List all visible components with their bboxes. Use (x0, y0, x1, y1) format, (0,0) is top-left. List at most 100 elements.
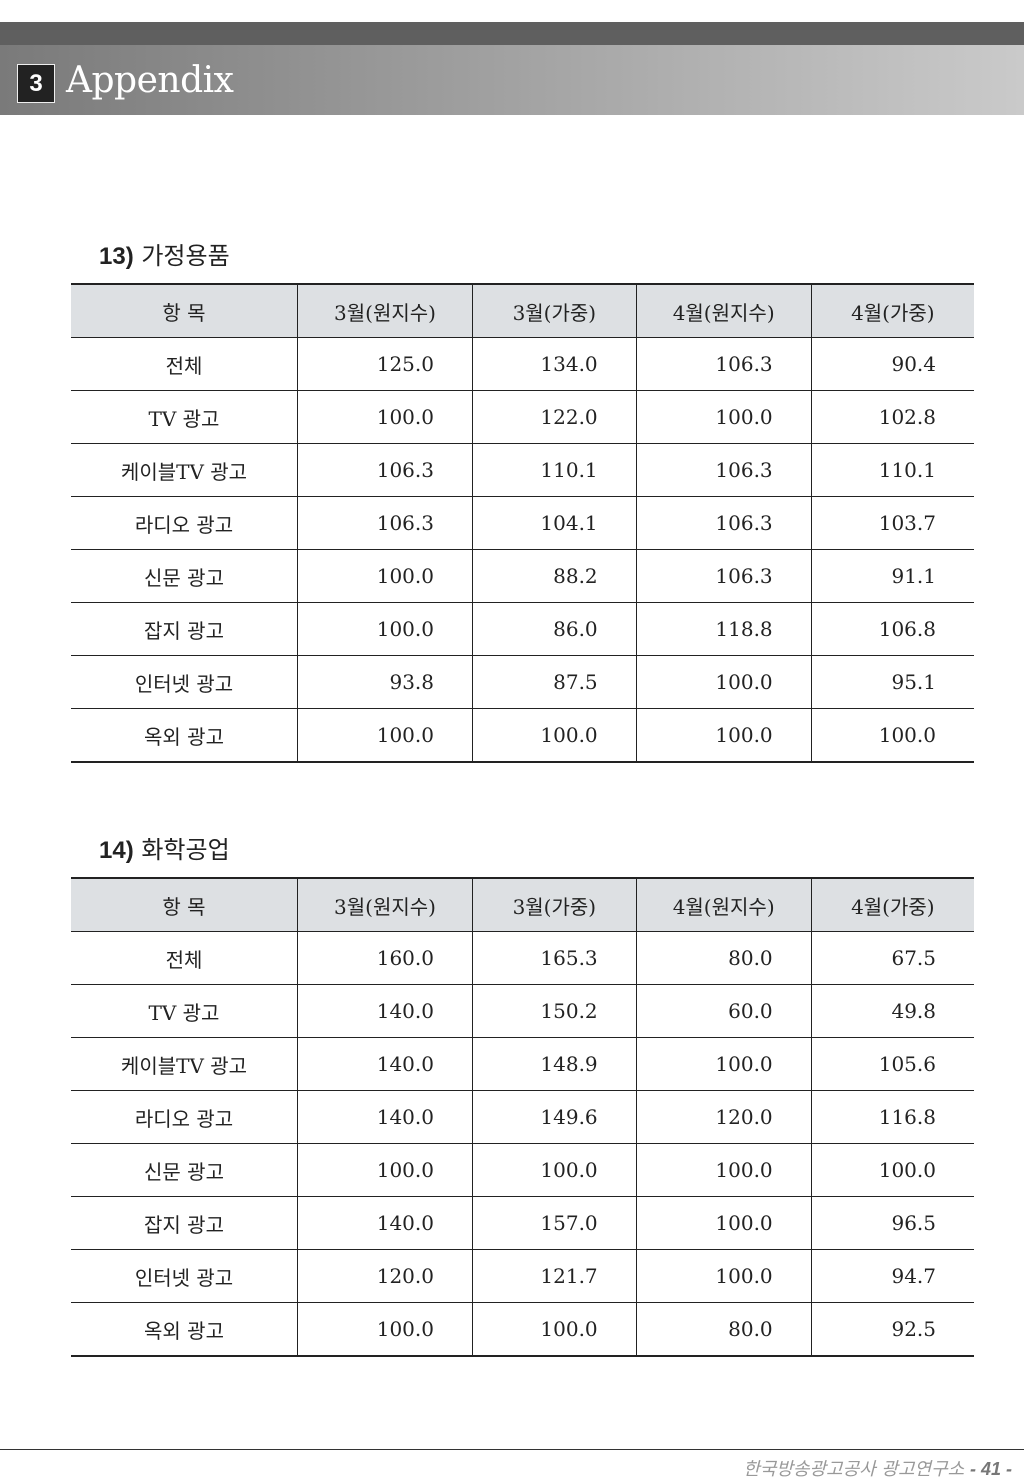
value-cell: 100.0 (635, 390, 812, 444)
column-header: 항 목 (71, 877, 298, 932)
value-cell: 100.0 (635, 1196, 812, 1250)
value-cell: 80.0 (635, 931, 812, 985)
section-number: 3 (17, 64, 55, 103)
value-cell: 100.0 (635, 708, 812, 763)
value-cell: 88.2 (472, 549, 637, 603)
item-cell: TV 광고 (71, 390, 298, 444)
table-row: 인터넷 광고 120.0 121.7 100.0 94.7 (71, 1249, 974, 1303)
table-row: 잡지 광고 140.0 157.0 100.0 96.5 (71, 1196, 974, 1250)
value-cell: 150.2 (472, 984, 637, 1038)
item-cell: 신문 광고 (71, 1143, 298, 1197)
value-cell: 149.6 (472, 1090, 637, 1144)
item-cell: 라디오 광고 (71, 1090, 298, 1144)
table-row: 케이블TV 광고 106.3 110.1 106.3 110.1 (71, 443, 974, 497)
subsection-name: 화학공업 (141, 836, 230, 864)
item-cell: 전체 (71, 931, 298, 985)
value-cell: 140.0 (297, 1037, 473, 1091)
value-cell: 60.0 (635, 984, 812, 1038)
column-header: 4월(원지수) (635, 283, 812, 338)
subsection-title: 14) 화학공업 (99, 830, 230, 865)
column-header: 4월(가중) (810, 877, 974, 932)
header-row: 항 목 3월(원지수) 3월(가중) 4월(원지수) 4월(가중) (71, 877, 974, 932)
item-cell: TV 광고 (71, 984, 298, 1038)
value-cell: 105.6 (810, 1037, 974, 1091)
value-cell: 120.0 (635, 1090, 812, 1144)
column-header: 3월(원지수) (297, 877, 473, 932)
value-cell: 106.3 (297, 443, 473, 497)
item-cell: 옥외 광고 (71, 1302, 298, 1357)
value-cell: 100.0 (810, 1143, 974, 1197)
value-cell: 106.3 (635, 549, 812, 603)
value-cell: 100.0 (635, 1143, 812, 1197)
item-cell: 옥외 광고 (71, 708, 298, 763)
value-cell: 106.3 (297, 496, 473, 550)
value-cell: 91.1 (810, 549, 974, 603)
table-row: 인터넷 광고 93.8 87.5 100.0 95.1 (71, 655, 974, 709)
value-cell: 165.3 (472, 931, 637, 985)
value-cell: 103.7 (810, 496, 974, 550)
value-cell: 122.0 (472, 390, 637, 444)
value-cell: 120.0 (297, 1249, 473, 1303)
value-cell: 100.0 (297, 708, 473, 763)
column-header: 항 목 (71, 283, 298, 338)
subsection-name: 가정용품 (141, 242, 230, 270)
value-cell: 134.0 (472, 337, 637, 391)
data-table: 항 목 3월(원지수) 3월(가중) 4월(원지수) 4월(가중) 전체 160.0 165.… (71, 877, 974, 1357)
footer-divider (0, 1449, 1024, 1450)
subsection-number: 14) (99, 837, 134, 864)
value-cell: 104.1 (472, 496, 637, 550)
value-cell: 121.7 (472, 1249, 637, 1303)
header-bar (0, 22, 1024, 45)
value-cell: 80.0 (635, 1302, 812, 1357)
value-cell: 100.0 (297, 1143, 473, 1197)
subsection-number: 13) (99, 243, 134, 270)
value-cell: 140.0 (297, 984, 473, 1038)
value-cell: 93.8 (297, 655, 473, 709)
value-cell: 116.8 (810, 1090, 974, 1144)
value-cell: 49.8 (810, 984, 974, 1038)
value-cell: 100.0 (472, 1302, 637, 1357)
table-row: 전체 125.0 134.0 106.3 90.4 (71, 337, 974, 391)
table-row: 케이블TV 광고 140.0 148.9 100.0 105.6 (71, 1037, 974, 1091)
column-header: 4월(가중) (810, 283, 974, 338)
item-cell: 케이블TV 광고 (71, 443, 298, 497)
column-header: 3월(원지수) (297, 283, 473, 338)
item-cell: 인터넷 광고 (71, 1249, 298, 1303)
value-cell: 92.5 (810, 1302, 974, 1357)
table-row: 신문 광고 100.0 88.2 106.3 91.1 (71, 549, 974, 603)
value-cell: 100.0 (635, 655, 812, 709)
value-cell: 100.0 (297, 1302, 473, 1357)
value-cell: 100.0 (297, 549, 473, 603)
value-cell: 100.0 (472, 708, 637, 763)
value-cell: 110.1 (472, 443, 637, 497)
item-cell: 신문 광고 (71, 549, 298, 603)
value-cell: 100.0 (472, 1143, 637, 1197)
section-band (0, 45, 1024, 115)
value-cell: 100.0 (635, 1249, 812, 1303)
value-cell: 125.0 (297, 337, 473, 391)
table-row: 신문 광고 100.0 100.0 100.0 100.0 (71, 1143, 974, 1197)
table-row: 옥외 광고 100.0 100.0 100.0 100.0 (71, 708, 974, 763)
value-cell: 90.4 (810, 337, 974, 391)
value-cell: 106.3 (635, 496, 812, 550)
item-cell: 인터넷 광고 (71, 655, 298, 709)
table-row: 라디오 광고 140.0 149.6 120.0 116.8 (71, 1090, 974, 1144)
value-cell: 106.3 (635, 443, 812, 497)
table-row: 잡지 광고 100.0 86.0 118.8 106.8 (71, 602, 974, 656)
table-row: TV 광고 100.0 122.0 100.0 102.8 (71, 390, 974, 444)
value-cell: 100.0 (297, 390, 473, 444)
section-title: Appendix (66, 60, 234, 101)
table-row: TV 광고 140.0 150.2 60.0 49.8 (71, 984, 974, 1038)
value-cell: 110.1 (810, 443, 974, 497)
item-cell: 잡지 광고 (71, 1196, 298, 1250)
table-row: 전체 160.0 165.3 80.0 67.5 (71, 931, 974, 985)
value-cell: 106.8 (810, 602, 974, 656)
footer-org: 한국방송광고공사 광고연구소 (743, 1459, 965, 1480)
page-number: - 41 - (969, 1459, 1012, 1479)
item-cell: 전체 (71, 337, 298, 391)
value-cell: 106.3 (635, 337, 812, 391)
header-row: 항 목 3월(원지수) 3월(가중) 4월(원지수) 4월(가중) (71, 283, 974, 338)
value-cell: 67.5 (810, 931, 974, 985)
table-row: 옥외 광고 100.0 100.0 80.0 92.5 (71, 1302, 974, 1357)
table-row: 라디오 광고 106.3 104.1 106.3 103.7 (71, 496, 974, 550)
